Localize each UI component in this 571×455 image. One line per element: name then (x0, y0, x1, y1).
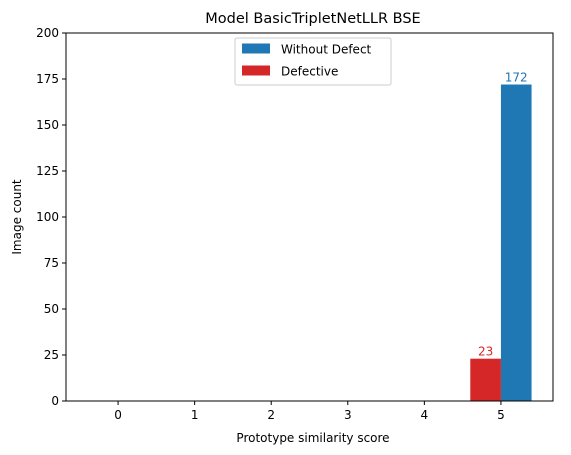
data-label-series1-cat5: 23 (478, 345, 493, 359)
bars-layer (470, 84, 532, 402)
legend-label-defective: Defective (281, 65, 338, 79)
x-tick-label: 3 (344, 408, 352, 422)
x-tick-label: 1 (191, 408, 199, 422)
y-tick-label: 200 (36, 26, 59, 40)
x-axis-label: Prototype similarity score (236, 431, 389, 445)
x-tick-label: 0 (114, 408, 122, 422)
legend: Without Defect Defective (234, 37, 392, 86)
x-tick-label: 4 (421, 408, 429, 422)
x-tick-label: 2 (267, 408, 275, 422)
data-label-series0-cat5: 172 (505, 71, 528, 85)
legend-swatch-defective (242, 65, 270, 76)
bar-series1-cat5 (470, 358, 501, 401)
y-tick-label: 100 (36, 210, 59, 224)
y-tick-label: 150 (36, 118, 59, 132)
y-tick-label: 25 (44, 348, 59, 362)
y-axis-label: Image count (10, 179, 24, 255)
data-labels-layer: 172 23 (478, 71, 528, 359)
x-axis-ticks: 0 1 2 3 4 5 (114, 401, 505, 422)
x-tick-label: 5 (497, 408, 505, 422)
y-tick-label: 0 (51, 394, 59, 408)
legend-frame (234, 37, 392, 86)
y-tick-label: 125 (36, 164, 59, 178)
legend-swatch-without-defect (242, 43, 270, 54)
bar-series0-cat5 (500, 84, 532, 402)
y-tick-label: 175 (36, 72, 59, 86)
y-tick-label: 75 (44, 256, 59, 270)
y-axis-ticks: 0 25 50 75 100 125 150 175 200 (36, 26, 66, 408)
y-tick-label: 50 (44, 302, 59, 316)
chart-title: Model BasicTripletNetLLR BSE (205, 11, 420, 27)
legend-label-without-defect: Without Defect (281, 43, 372, 57)
